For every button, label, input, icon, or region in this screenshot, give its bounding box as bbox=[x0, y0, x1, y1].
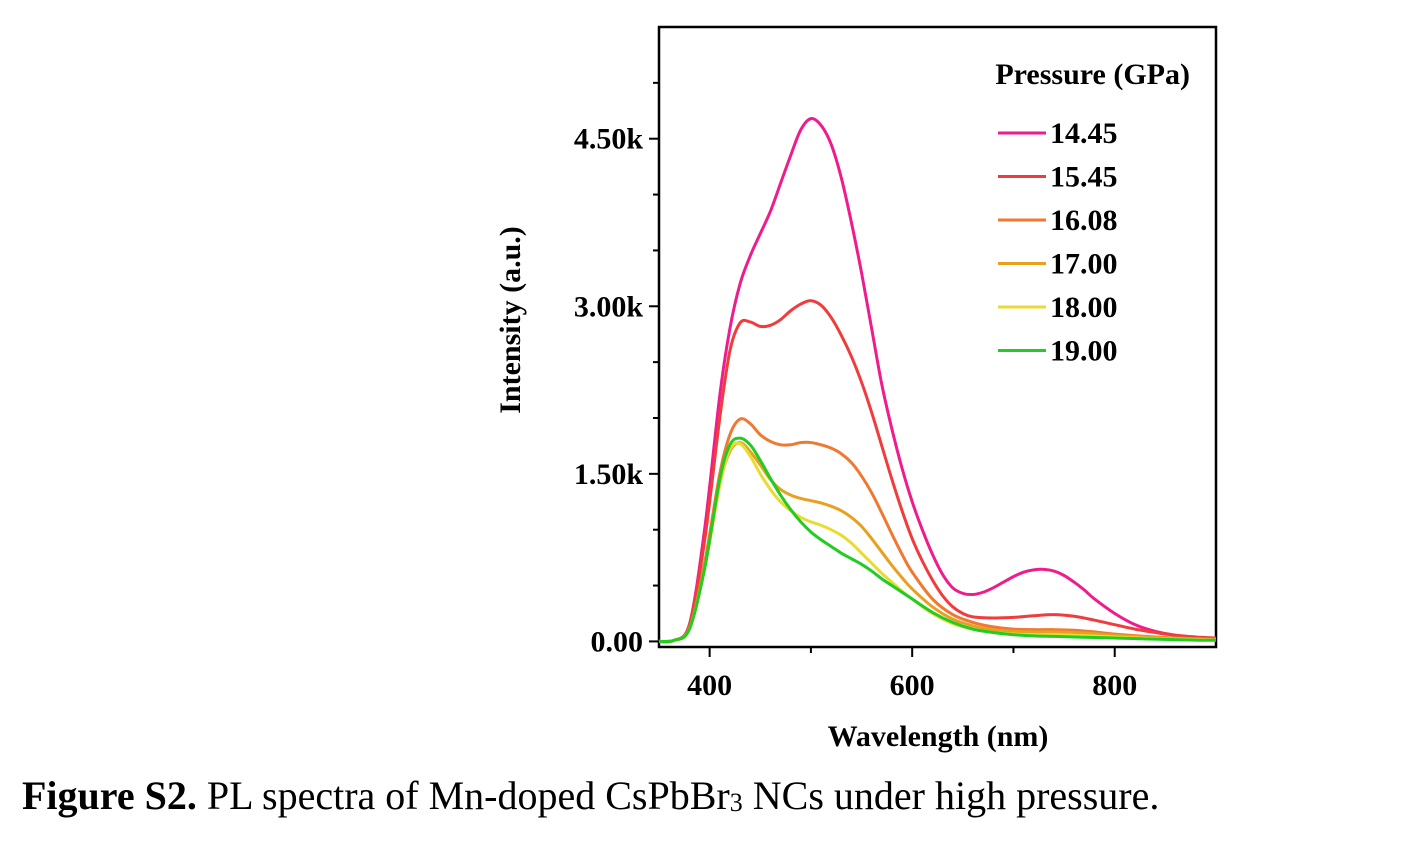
chart: 400 600 800 0.00 1.50k 3.00k 4.50k Pressure (G… bbox=[494, 25, 1218, 753]
x-tick-label: 400 bbox=[687, 669, 732, 702]
series-line-15.45 bbox=[658, 299, 1217, 644]
caption-label: Figure S2. bbox=[22, 773, 197, 818]
axis-ticks: 400 600 800 0.00 1.50k 3.00k 4.50k bbox=[574, 81, 1137, 702]
legend-label: 19.00 bbox=[1050, 335, 1118, 368]
x-axis-title: Wavelength (nm) bbox=[828, 720, 1049, 753]
caption-text: PL spectra of Mn-doped CsPbBr bbox=[196, 773, 730, 818]
plot-frame bbox=[657, 25, 1218, 649]
y-axis-title: Intensity (a.u.) bbox=[494, 226, 527, 414]
legend: Pressure (GPa) 14.45 15.45 16.08 17.00 18.00… bbox=[995, 58, 1190, 368]
series-line-14.45 bbox=[658, 117, 1217, 644]
legend-label: 16.08 bbox=[1050, 204, 1118, 237]
y-tick-label: 0.00 bbox=[591, 625, 644, 658]
y-tick-label: 1.50k bbox=[574, 458, 644, 491]
legend-label: 15.45 bbox=[1050, 161, 1118, 194]
legend-title: Pressure (GPa) bbox=[995, 58, 1190, 91]
x-tick-label: 600 bbox=[890, 669, 935, 702]
series-line-17.00 bbox=[658, 441, 1217, 644]
y-tick-label: 4.50k bbox=[574, 123, 644, 156]
x-tick-label: 800 bbox=[1092, 669, 1137, 702]
series-line-16.08 bbox=[658, 417, 1217, 644]
legend-label: 14.45 bbox=[1050, 117, 1118, 150]
figure-caption: Figure S2. PL spectra of Mn-doped CsPbBr… bbox=[22, 772, 1392, 819]
legend-label: 18.00 bbox=[1050, 291, 1118, 324]
plot-border bbox=[657, 25, 1218, 649]
legend-label: 17.00 bbox=[1050, 248, 1118, 281]
caption-text-end: NCs under high pressure. bbox=[742, 773, 1160, 818]
caption-subscript: 3 bbox=[729, 788, 743, 817]
series-layer bbox=[658, 117, 1217, 644]
y-tick-label: 3.00k bbox=[574, 290, 644, 323]
series-line-19.00 bbox=[658, 436, 1217, 644]
series-line-18.00 bbox=[658, 441, 1217, 644]
